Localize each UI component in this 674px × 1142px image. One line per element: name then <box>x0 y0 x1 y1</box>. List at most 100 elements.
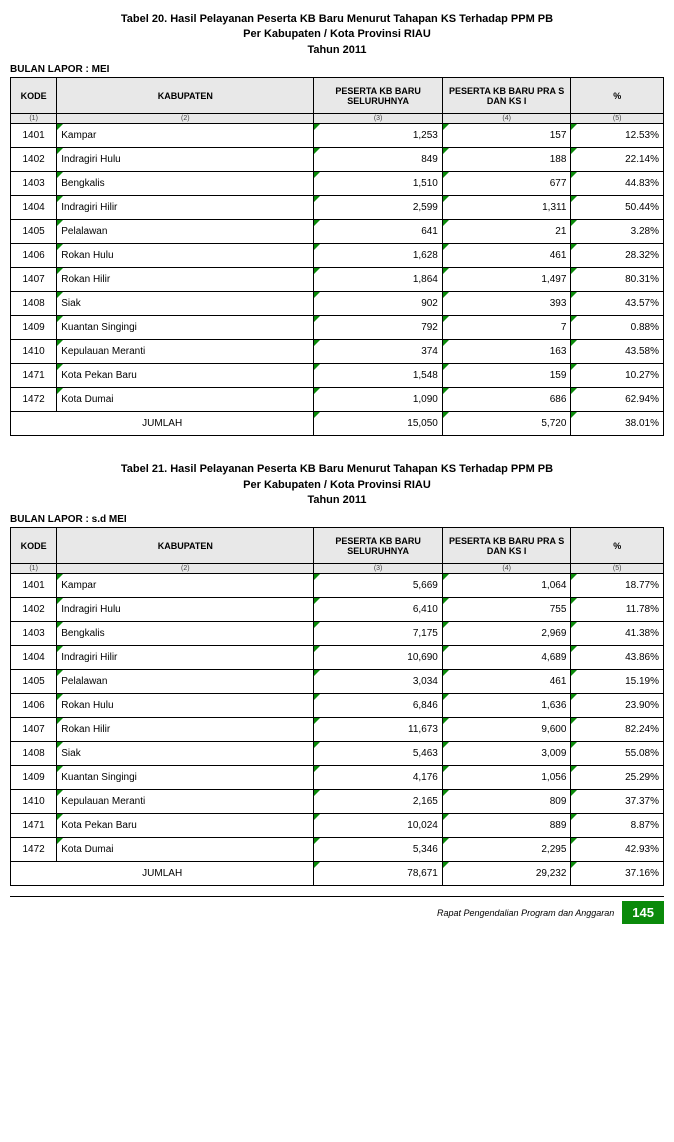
cell-pra-s-ks1: 1,311 <box>442 196 571 220</box>
th-kode: KODE <box>11 78 57 114</box>
cell-kabupaten: Bengkalis <box>57 622 314 646</box>
table-top: KODE KABUPATEN PESERTA KB BARU SELURUHNY… <box>10 77 664 436</box>
cell-pra-s-ks1: 2,969 <box>442 622 571 646</box>
cell-kabupaten: Kampar <box>57 124 314 148</box>
cell-pra-s-ks1: 889 <box>442 814 571 838</box>
th-kode: KODE <box>11 528 57 564</box>
cell-kode: 1472 <box>11 388 57 412</box>
cell-kode: 1471 <box>11 364 57 388</box>
cell-seluruhnya: 3,034 <box>314 670 443 694</box>
table-row: 1405Pelalawan641213.28% <box>11 220 664 244</box>
cell-percent: 80.31% <box>571 268 664 292</box>
cell-percent: 23.90% <box>571 694 664 718</box>
table-row: 1404Indragiri Hilir2,5991,31150.44% <box>11 196 664 220</box>
cell-kode: 1407 <box>11 718 57 742</box>
cell-pra-s-ks1: 2,295 <box>442 838 571 862</box>
cell-kode: 1405 <box>11 670 57 694</box>
cell-percent: 55.08% <box>571 742 664 766</box>
cell-kabupaten: Rokan Hilir <box>57 268 314 292</box>
cell-seluruhnya: 1,548 <box>314 364 443 388</box>
cell-jumlah-pct: 38.01% <box>571 412 664 436</box>
table-row: 1472Kota Dumai5,3462,29542.93% <box>11 838 664 862</box>
table-row: 1408Siak90239343.57% <box>11 292 664 316</box>
table-row: 1409Kuantan Singingi4,1761,05625.29% <box>11 766 664 790</box>
cell-pra-s-ks1: 1,064 <box>442 574 571 598</box>
cell-seluruhnya: 4,176 <box>314 766 443 790</box>
cell-seluruhnya: 1,253 <box>314 124 443 148</box>
cell-pra-s-ks1: 393 <box>442 292 571 316</box>
cell-kabupaten: Siak <box>57 292 314 316</box>
cell-seluruhnya: 792 <box>314 316 443 340</box>
title-block-bottom: Tabel 21. Hasil Pelayanan Peserta KB Bar… <box>10 462 664 508</box>
title-block-top: Tabel 20. Hasil Pelayanan Peserta KB Bar… <box>10 12 664 58</box>
cell-kabupaten: Indragiri Hilir <box>57 196 314 220</box>
cell-kode: 1401 <box>11 574 57 598</box>
cell-kode: 1405 <box>11 220 57 244</box>
cell-kabupaten: Kota Dumai <box>57 838 314 862</box>
cell-percent: 0.88% <box>571 316 664 340</box>
table-header-row: KODE KABUPATEN PESERTA KB BARU SELURUHNY… <box>11 528 664 564</box>
cell-kode: 1408 <box>11 292 57 316</box>
table-row-jumlah: JUMLAH78,67129,23237.16% <box>11 862 664 886</box>
cell-kode: 1409 <box>11 766 57 790</box>
footer-separator <box>10 896 664 897</box>
cell-kabupaten: Indragiri Hilir <box>57 646 314 670</box>
th-v2: PESERTA KB BARU PRA S DAN KS I <box>442 78 571 114</box>
cell-seluruhnya: 6,410 <box>314 598 443 622</box>
cell-jumlah-label: JUMLAH <box>11 412 314 436</box>
table-row: 1404Indragiri Hilir10,6904,68943.86% <box>11 646 664 670</box>
table-row: 1408Siak5,4633,00955.08% <box>11 742 664 766</box>
cell-percent: 42.93% <box>571 838 664 862</box>
cell-pra-s-ks1: 3,009 <box>442 742 571 766</box>
cell-kabupaten: Kepulauan Meranti <box>57 340 314 364</box>
table-row: 1405Pelalawan3,03446115.19% <box>11 670 664 694</box>
title-line3: Tahun 2011 <box>10 493 664 508</box>
cell-seluruhnya: 849 <box>314 148 443 172</box>
cell-pra-s-ks1: 1,636 <box>442 694 571 718</box>
cell-percent: 18.77% <box>571 574 664 598</box>
th-v1: PESERTA KB BARU SELURUHNYA <box>314 78 443 114</box>
title-line3: Tahun 2011 <box>10 43 664 58</box>
table-row: 1402Indragiri Hulu84918822.14% <box>11 148 664 172</box>
table-row-jumlah: JUMLAH15,0505,72038.01% <box>11 412 664 436</box>
cell-kabupaten: Bengkalis <box>57 172 314 196</box>
cell-kabupaten: Kota Pekan Baru <box>57 364 314 388</box>
table-numrow: (1) (2) (3) (4) (5) <box>11 564 664 574</box>
cell-seluruhnya: 641 <box>314 220 443 244</box>
cell-kabupaten: Indragiri Hulu <box>57 598 314 622</box>
cell-percent: 62.94% <box>571 388 664 412</box>
title-line1: Tabel 21. Hasil Pelayanan Peserta KB Bar… <box>10 462 664 477</box>
cell-seluruhnya: 1,864 <box>314 268 443 292</box>
table-row: 1403Bengkalis7,1752,96941.38% <box>11 622 664 646</box>
cell-percent: 43.86% <box>571 646 664 670</box>
cell-seluruhnya: 2,599 <box>314 196 443 220</box>
cell-kode: 1403 <box>11 622 57 646</box>
footer: Rapat Pengendalian Program dan Anggaran … <box>10 901 664 924</box>
table-row: 1409Kuantan Singingi79270.88% <box>11 316 664 340</box>
cell-jumlah-v2: 29,232 <box>442 862 571 886</box>
table-row: 1406Rokan Hulu1,62846128.32% <box>11 244 664 268</box>
cell-kode: 1471 <box>11 814 57 838</box>
cell-pra-s-ks1: 677 <box>442 172 571 196</box>
cell-seluruhnya: 374 <box>314 340 443 364</box>
cell-percent: 3.28% <box>571 220 664 244</box>
cell-kabupaten: Kampar <box>57 574 314 598</box>
bulan-lapor-bottom: BULAN LAPOR : s.d MEI <box>10 514 664 525</box>
cell-percent: 15.19% <box>571 670 664 694</box>
cell-kabupaten: Siak <box>57 742 314 766</box>
th-v2: PESERTA KB BARU PRA S DAN KS I <box>442 528 571 564</box>
title-line2: Per Kabupaten / Kota Provinsi RIAU <box>10 478 664 493</box>
table-row: 1401Kampar5,6691,06418.77% <box>11 574 664 598</box>
cell-percent: 50.44% <box>571 196 664 220</box>
table-numrow: (1) (2) (3) (4) (5) <box>11 114 664 124</box>
cell-kode: 1402 <box>11 148 57 172</box>
cell-pra-s-ks1: 461 <box>442 670 571 694</box>
cell-pra-s-ks1: 9,600 <box>442 718 571 742</box>
cell-kode: 1404 <box>11 646 57 670</box>
table-bottom: KODE KABUPATEN PESERTA KB BARU SELURUHNY… <box>10 527 664 886</box>
cell-pra-s-ks1: 461 <box>442 244 571 268</box>
cell-seluruhnya: 2,165 <box>314 790 443 814</box>
cell-pra-s-ks1: 159 <box>442 364 571 388</box>
cell-kode: 1410 <box>11 790 57 814</box>
table-row: 1403Bengkalis1,51067744.83% <box>11 172 664 196</box>
